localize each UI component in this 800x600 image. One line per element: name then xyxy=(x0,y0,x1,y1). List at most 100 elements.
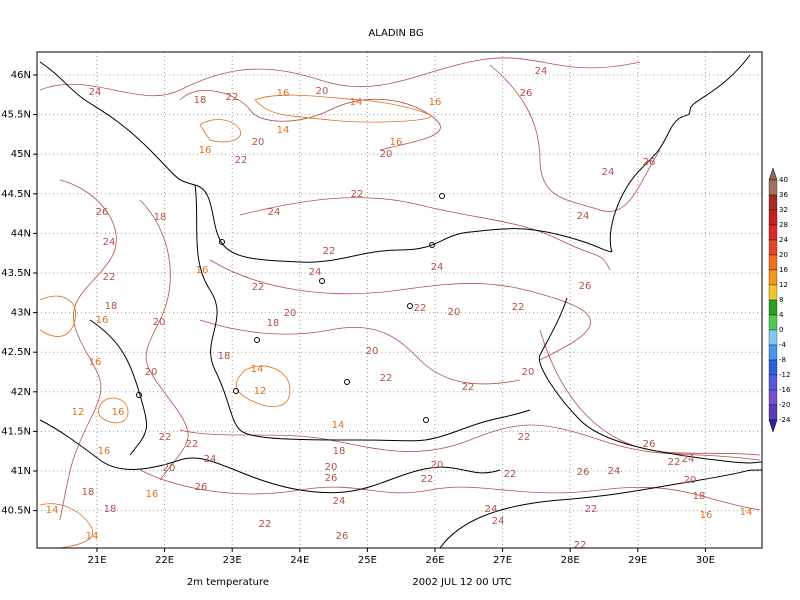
city-marker xyxy=(219,239,225,245)
contour xyxy=(539,329,761,456)
contour-label: 24 xyxy=(577,211,590,222)
contour-label: 22 xyxy=(504,469,517,480)
city-marker xyxy=(407,303,413,309)
lat-tick-label: 46N xyxy=(11,70,31,81)
contour-label: 24 xyxy=(89,87,102,98)
contour-label: 18 xyxy=(154,212,167,223)
contour-label: 22 xyxy=(103,272,116,283)
border-line xyxy=(194,184,531,442)
contour-label: 16 xyxy=(390,137,403,148)
colorbar-label: 24 xyxy=(779,236,788,244)
lon-tick-label: 22E xyxy=(155,555,174,566)
contour-label: 14 xyxy=(277,125,290,136)
colorbar-label: -20 xyxy=(779,401,790,409)
lat-tick-label: 41N xyxy=(11,466,31,477)
contour-label: 18 xyxy=(218,351,231,362)
contour xyxy=(179,90,441,151)
contour-label: 18 xyxy=(267,318,280,329)
contour xyxy=(254,94,432,123)
contour-label: 20 xyxy=(448,307,461,318)
lon-tick-label: 28E xyxy=(561,555,580,566)
lat-tick-label: 43.5N xyxy=(1,268,31,279)
contour-label: 26 xyxy=(96,207,109,218)
contour-label: 14 xyxy=(46,505,59,516)
colorbar-band xyxy=(768,239,778,256)
contour-label: 18 xyxy=(693,491,706,502)
contour xyxy=(235,365,291,407)
map-frame xyxy=(36,51,763,549)
lat-tick-label: 44N xyxy=(11,228,31,239)
lon-tick-label: 21E xyxy=(87,555,106,566)
contour-label: 24 xyxy=(492,516,505,527)
lat-tick-label: 42N xyxy=(11,387,31,398)
lon-tick-label: 24E xyxy=(290,555,309,566)
city-marker xyxy=(344,379,350,385)
contour-label: 24 xyxy=(535,66,548,77)
colorbar-band xyxy=(768,224,778,241)
contours xyxy=(39,57,761,549)
contour-label: 26 xyxy=(195,482,208,493)
contour-label: 24 xyxy=(103,237,116,248)
contour-label: 24 xyxy=(333,496,346,507)
coastline xyxy=(439,469,763,549)
colorbar-label: 4 xyxy=(779,311,784,319)
contour-label: 26 xyxy=(579,281,592,292)
contour-label: 16 xyxy=(146,489,159,500)
colorbar-label: 36 xyxy=(779,191,788,199)
city-marker xyxy=(254,337,260,343)
colorbar-band xyxy=(768,209,778,226)
field-label: 2m temperature xyxy=(187,577,269,588)
map-title: ALADIN BG xyxy=(368,28,423,39)
contour-label: 26 xyxy=(336,531,349,542)
contour-label: 22 xyxy=(351,189,364,200)
colorbar-label: 20 xyxy=(779,251,788,259)
contour-label: 20 xyxy=(684,475,697,486)
colorbar-label: -24 xyxy=(779,416,791,424)
colorbar-label: -4 xyxy=(779,341,787,349)
colorbar-band xyxy=(768,284,778,301)
city-marker xyxy=(439,193,445,199)
contour-label: 18 xyxy=(104,504,117,515)
contour-label: 22 xyxy=(226,92,239,103)
contour-label: 22 xyxy=(512,302,525,313)
contour-label: 22 xyxy=(574,540,587,551)
contour-label: 24 xyxy=(268,207,281,218)
colorbar-label: 32 xyxy=(779,206,788,214)
city-marker xyxy=(319,278,325,284)
lat-tick-label: 45N xyxy=(11,149,31,160)
contour xyxy=(39,57,641,97)
contour-label: 20 xyxy=(366,346,379,357)
contour xyxy=(39,295,77,337)
contour-label: 14 xyxy=(350,97,363,108)
contour-label: 16 xyxy=(196,265,209,276)
colorbar-label: 0 xyxy=(779,326,783,334)
contour-label: 26 xyxy=(643,157,656,168)
colorbar-band xyxy=(768,314,778,331)
colorbar-label: -16 xyxy=(779,386,791,394)
border-line xyxy=(89,319,148,456)
colorbar-band xyxy=(768,254,778,271)
contour-label: 14 xyxy=(332,420,345,431)
lon-tick-label: 30E xyxy=(696,555,715,566)
contour xyxy=(98,397,129,424)
colorbar-band xyxy=(768,389,778,406)
contour-label: 16 xyxy=(700,510,713,521)
colorbar-label: -8 xyxy=(779,356,786,364)
contour-label: 18 xyxy=(333,446,346,457)
colorbar-band xyxy=(768,329,778,346)
contour xyxy=(139,199,189,481)
contour-label: 20 xyxy=(522,367,535,378)
contour xyxy=(489,64,661,212)
lon-tick-label: 29E xyxy=(628,555,647,566)
colorbar-end xyxy=(768,419,778,433)
contour-label: 18 xyxy=(82,487,95,498)
contour-label: 26 xyxy=(520,88,533,99)
contour-label: 14 xyxy=(740,507,753,518)
contour-label: 16 xyxy=(96,315,109,326)
contour-label: 22 xyxy=(462,382,475,393)
contour-label: 20 xyxy=(325,462,338,473)
colorbar-label: -12 xyxy=(779,371,790,379)
